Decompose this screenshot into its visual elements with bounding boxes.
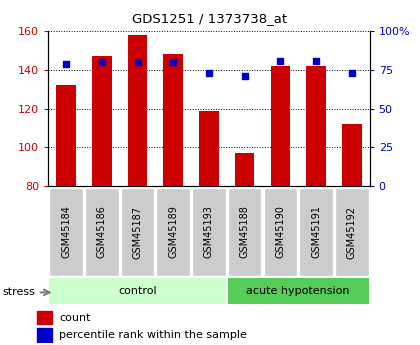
Bar — [128, 35, 147, 186]
Text: GSM45186: GSM45186 — [97, 206, 107, 258]
Bar — [157, 188, 190, 276]
Text: GSM45191: GSM45191 — [311, 206, 321, 258]
Text: GSM45188: GSM45188 — [240, 206, 249, 258]
Bar — [85, 188, 118, 276]
Bar — [335, 188, 368, 276]
Bar — [121, 188, 154, 276]
Bar — [163, 54, 183, 186]
Bar — [49, 278, 226, 304]
Bar — [270, 66, 290, 186]
Point — [134, 59, 141, 65]
Bar — [264, 188, 297, 276]
Point — [98, 59, 105, 65]
Bar — [228, 278, 369, 304]
Point — [277, 58, 284, 63]
Bar — [50, 188, 83, 276]
Text: percentile rank within the sample: percentile rank within the sample — [60, 330, 247, 340]
Point — [349, 70, 355, 76]
Bar — [342, 124, 362, 186]
Point — [312, 58, 319, 63]
Bar — [199, 111, 219, 186]
Bar — [192, 188, 226, 276]
Bar — [299, 188, 333, 276]
Text: GDS1251 / 1373738_at: GDS1251 / 1373738_at — [132, 12, 288, 25]
Text: acute hypotension: acute hypotension — [247, 286, 350, 296]
Text: count: count — [60, 313, 91, 323]
Text: GSM45189: GSM45189 — [168, 206, 178, 258]
Bar — [228, 188, 261, 276]
Bar — [37, 328, 52, 342]
Bar — [306, 66, 326, 186]
Text: control: control — [118, 286, 157, 296]
Text: stress: stress — [2, 287, 35, 296]
Bar — [235, 153, 255, 186]
Text: GSM45187: GSM45187 — [133, 206, 142, 258]
Point — [241, 73, 248, 79]
Text: GSM45190: GSM45190 — [276, 206, 285, 258]
Bar — [92, 56, 112, 186]
Text: GSM45184: GSM45184 — [61, 206, 71, 258]
Text: GSM45192: GSM45192 — [347, 206, 357, 258]
Bar — [37, 311, 52, 324]
Text: GSM45193: GSM45193 — [204, 206, 214, 258]
Point — [206, 70, 212, 76]
Bar — [56, 85, 76, 186]
Point — [63, 61, 70, 67]
Point — [170, 59, 177, 65]
